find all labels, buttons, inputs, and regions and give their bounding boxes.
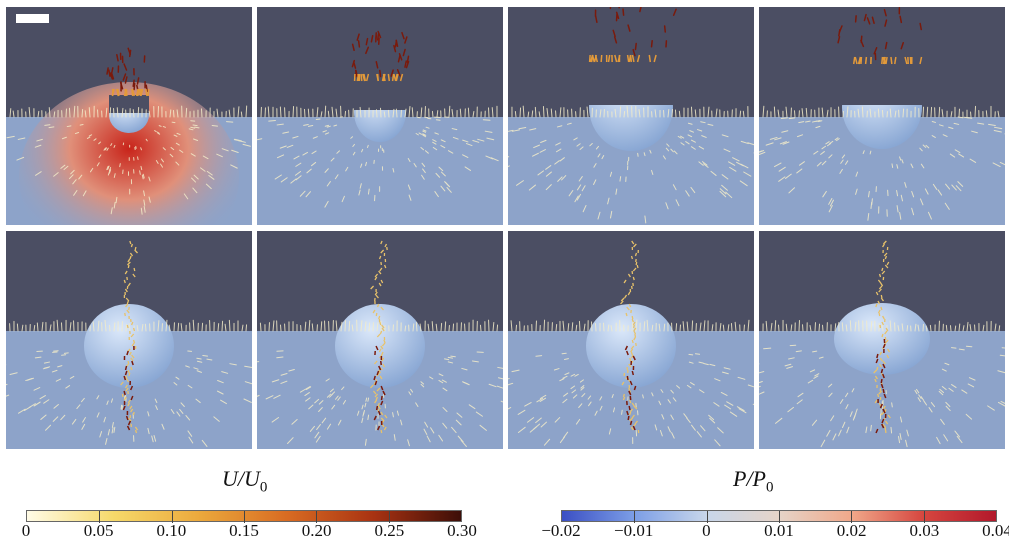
simulation-render (759, 231, 1005, 449)
simulation-render (257, 7, 503, 225)
pressure-tick-mark (923, 511, 925, 523)
velocity-tick-label: 0.20 (301, 521, 332, 540)
pressure-tick-label: 0 (702, 521, 711, 540)
panel-r1c4 (759, 7, 1005, 225)
velocity-tick-mark (316, 511, 318, 523)
pressure-colorbar-title: P/P0 (733, 466, 774, 496)
simulation-render (508, 231, 754, 449)
simulation-render (6, 7, 252, 225)
velocity-colorbar-title: U/U0 (222, 466, 267, 496)
pressure-tick-mark (851, 511, 853, 523)
panel-r2c2 (257, 231, 503, 449)
panel-r2c1 (6, 231, 252, 449)
panel-r1c2 (257, 7, 503, 225)
velocity-tick-labels: 0 0.05 0.10 0.15 0.20 0.25 0.30 (22, 521, 477, 541)
velocity-tick-label: 0.05 (83, 521, 114, 540)
velocity-tick-label: 0.30 (447, 521, 477, 540)
pressure-tick-label: −0.02 (541, 521, 581, 540)
velocity-gradient-bar (26, 510, 462, 523)
pressure-tick-label: 0.03 (909, 521, 940, 540)
velocity-tick-mark (99, 511, 101, 523)
pressure-gradient-bar (561, 510, 997, 523)
velocity-tick-label: 0.10 (156, 521, 187, 540)
velocity-tick-label: 0 (21, 521, 31, 540)
pressure-tick-label: 0.02 (836, 521, 867, 540)
pressure-tick-mark (634, 511, 636, 523)
simulation-render (6, 231, 252, 449)
pressure-tick-label: 0.01 (764, 521, 794, 540)
scale-bar (16, 14, 49, 23)
figure-panel-grid (6, 7, 1009, 452)
simulation-render (257, 231, 503, 449)
velocity-tick-mark (388, 511, 390, 523)
pressure-title-sub: 0 (766, 479, 774, 496)
velocity-tick-label: 0.25 (374, 521, 405, 540)
simulation-render (759, 7, 1005, 225)
pressure-tick-label: −0.01 (613, 521, 654, 540)
velocity-title-main: U/U (222, 466, 260, 491)
panel-r1c1 (6, 7, 252, 225)
panel-r2c4 (759, 231, 1005, 449)
panel-r1c3 (508, 7, 754, 225)
pressure-tick-label: 0.04 (982, 521, 1009, 540)
velocity-tick-mark (244, 511, 245, 523)
pressure-title-main: P/P (733, 466, 766, 491)
velocity-tick-mark (171, 511, 173, 523)
pressure-tick-labels: −0.02 −0.01 0 0.01 0.02 0.03 0.04 (541, 521, 1009, 541)
simulation-render (508, 7, 754, 225)
pressure-tick-mark (706, 511, 708, 523)
velocity-title-sub: 0 (259, 479, 268, 496)
panel-r2c3 (508, 231, 754, 449)
velocity-tick-label: 0.15 (229, 521, 259, 540)
pressure-tick-mark (779, 511, 780, 523)
